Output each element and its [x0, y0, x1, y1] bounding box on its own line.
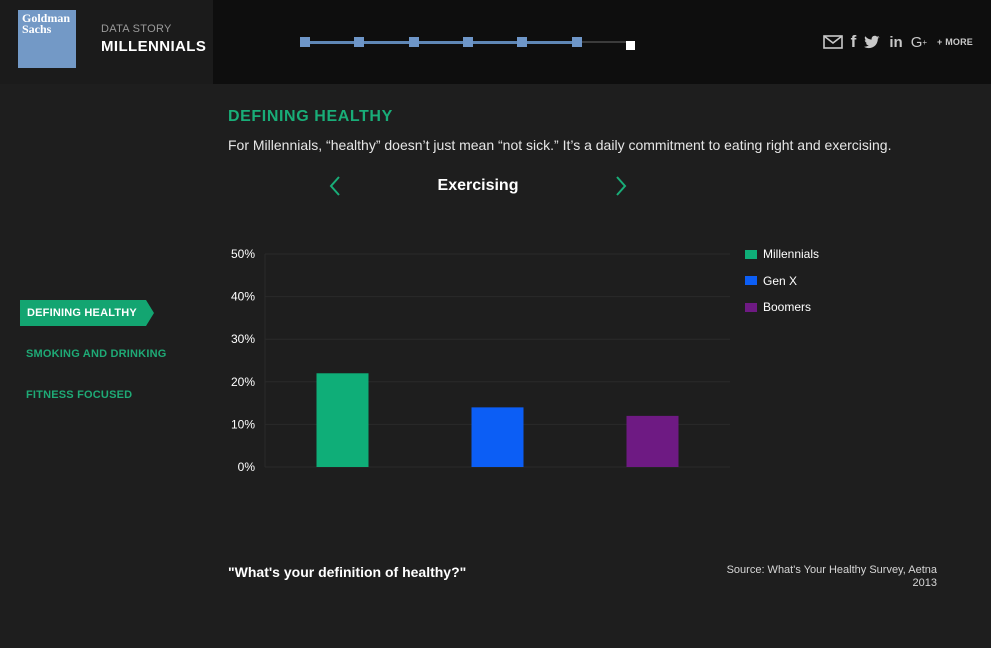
share-bar: f in G + + MORE — [822, 32, 973, 52]
progress-step-6[interactable] — [571, 37, 582, 47]
chevron-right-icon — [616, 176, 627, 196]
email-icon[interactable] — [822, 35, 843, 49]
progress-step-3[interactable] — [408, 37, 419, 47]
next-metric-button[interactable] — [614, 175, 628, 197]
source-line-2: 2013 — [912, 577, 937, 589]
y-tick-label: 10% — [231, 417, 255, 431]
legend-item: Gen X — [745, 274, 797, 288]
legend-label: Gen X — [763, 273, 798, 288]
nav-item-fitness-focused[interactable]: FITNESS FOCUSED — [26, 389, 133, 401]
bar-boomers — [626, 415, 679, 467]
y-tick-label: 20% — [231, 375, 255, 389]
legend-swatch — [745, 276, 757, 285]
google-plus-icon[interactable]: G + — [910, 33, 928, 51]
progress-step-2[interactable] — [354, 37, 365, 47]
y-tick-label: 40% — [231, 290, 255, 304]
bar-gen-x — [471, 407, 524, 467]
previous-metric-button[interactable] — [328, 175, 342, 197]
bar-millennials — [316, 373, 369, 467]
y-tick-label: 50% — [231, 247, 255, 261]
brand-block: Goldman Sachs DATA STORY MILLENNIALS — [0, 0, 213, 84]
top-bar: Goldman Sachs DATA STORY MILLENNIALS f i… — [0, 0, 991, 84]
story-label: DATA STORY — [101, 23, 172, 35]
goldman-sachs-logo[interactable]: Goldman Sachs — [18, 10, 76, 68]
story-progress — [300, 36, 635, 50]
story-title: MILLENNIALS — [101, 38, 207, 55]
legend-swatch — [745, 249, 757, 259]
legend-label: Millennials — [763, 247, 820, 261]
logo-line-1: Goldman — [22, 11, 71, 25]
progress-step-4[interactable] — [463, 37, 473, 47]
section-description: For Millennials, “healthy” doesn’t just … — [228, 137, 892, 153]
facebook-icon[interactable]: f — [850, 32, 857, 51]
nav-item-smoking-and-drinking[interactable]: SMOKING AND DRINKING — [26, 348, 167, 360]
legend-item: Millennials — [745, 247, 819, 261]
twitter-icon[interactable] — [864, 35, 881, 49]
progress-step-1[interactable] — [300, 37, 310, 47]
y-tick-label: 0% — [238, 460, 256, 474]
section-title: DEFINING HEALTHY — [228, 108, 393, 125]
more-share-link[interactable]: + MORE — [937, 37, 973, 47]
logo-line-2: Sachs — [22, 22, 52, 36]
survey-question: "What's your definition of healthy?" — [228, 564, 467, 580]
legend-item: Boomers — [745, 300, 811, 314]
chevron-left-icon — [329, 176, 340, 196]
source-line-1: Source: What's Your Healthy Survey, Aetn… — [726, 564, 937, 576]
progress-fill — [303, 41, 575, 44]
progress-step-5[interactable] — [517, 37, 528, 47]
legend-label: Boomers — [763, 300, 812, 314]
exercising-bar-chart: 0% 10% 20% 30% 40% 50% — [231, 247, 730, 474]
linkedin-icon[interactable]: in — [889, 33, 903, 51]
progress-step-7[interactable] — [626, 41, 635, 50]
legend-swatch — [745, 302, 757, 312]
source-note: Source: What's Your Healthy Survey, Aetn… — [727, 564, 937, 590]
nav-item-defining-healthy[interactable]: DEFINING HEALTHY — [20, 300, 154, 326]
metric-title: Exercising — [437, 177, 519, 194]
y-tick-label: 30% — [231, 332, 255, 346]
